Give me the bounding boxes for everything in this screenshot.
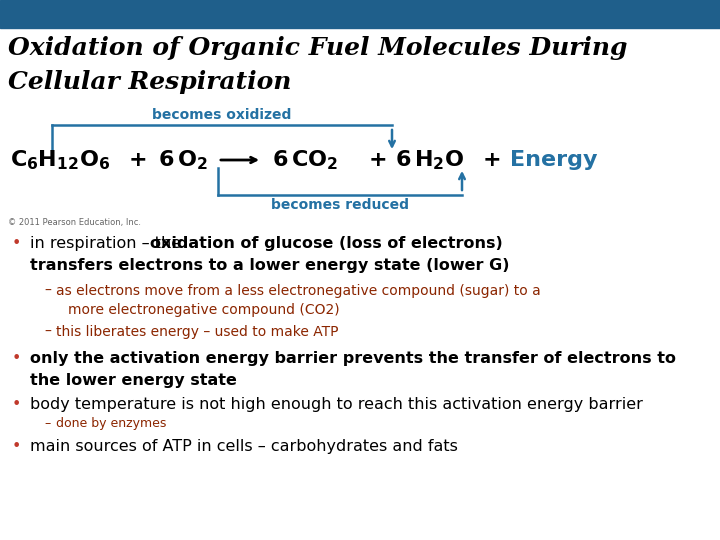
Text: •: • — [12, 397, 22, 412]
Text: main sources of ATP in cells – carbohydrates and fats: main sources of ATP in cells – carbohydr… — [30, 439, 458, 454]
Text: this liberates energy – used to make ATP: this liberates energy – used to make ATP — [56, 325, 338, 339]
Text: $\mathbf{6\,O_2}$: $\mathbf{6\,O_2}$ — [158, 148, 207, 172]
Text: –: – — [44, 284, 51, 298]
Text: $\mathbf{6\,CO_2}$: $\mathbf{6\,CO_2}$ — [272, 148, 338, 172]
Text: •: • — [12, 439, 22, 454]
Bar — [0, 0, 720, 28]
Text: •: • — [12, 236, 22, 251]
Text: $\mathbf{C_6H_{12}O_6}$: $\mathbf{C_6H_{12}O_6}$ — [10, 148, 110, 172]
Text: body temperature is not high enough to reach this activation energy barrier: body temperature is not high enough to r… — [30, 397, 643, 412]
Text: as electrons move from a less electronegative compound (sugar) to a: as electrons move from a less electroneg… — [56, 284, 541, 298]
Text: •: • — [12, 351, 22, 366]
Text: oxidation of glucose (loss of electrons): oxidation of glucose (loss of electrons) — [150, 236, 503, 251]
Text: © 2011 Pearson Education, Inc.: © 2011 Pearson Education, Inc. — [8, 218, 141, 227]
Text: in respiration – the: in respiration – the — [30, 236, 186, 251]
Text: transfers electrons to a lower energy state (lower G): transfers electrons to a lower energy st… — [30, 258, 510, 273]
Text: $\mathbf{6\,H_2O}$: $\mathbf{6\,H_2O}$ — [395, 148, 464, 172]
Text: Cellular Respiration: Cellular Respiration — [8, 70, 292, 94]
Text: Energy: Energy — [510, 150, 598, 170]
Text: +: + — [369, 150, 387, 170]
Text: only the activation energy barrier prevents the transfer of electrons to: only the activation energy barrier preve… — [30, 351, 676, 366]
Text: –: – — [44, 325, 51, 339]
Text: +: + — [482, 150, 501, 170]
Text: done by enzymes: done by enzymes — [56, 417, 166, 430]
Text: Oxidation of Organic Fuel Molecules During: Oxidation of Organic Fuel Molecules Duri… — [8, 36, 628, 60]
Text: –: – — [44, 417, 50, 430]
Text: the lower energy state: the lower energy state — [30, 373, 237, 388]
Text: more electronegative compound (CO2): more electronegative compound (CO2) — [68, 303, 340, 317]
Text: +: + — [129, 150, 148, 170]
Text: becomes oxidized: becomes oxidized — [153, 108, 292, 122]
Text: becomes reduced: becomes reduced — [271, 198, 409, 212]
